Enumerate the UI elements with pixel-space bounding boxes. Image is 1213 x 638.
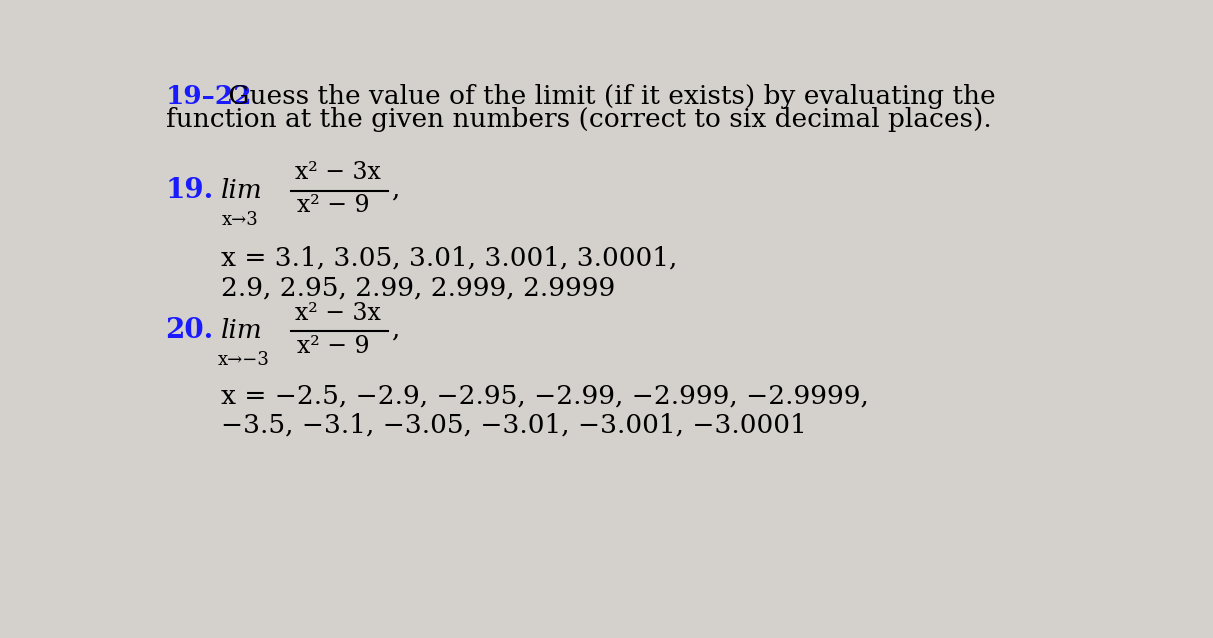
- Text: ,: ,: [391, 316, 399, 341]
- Text: x = −2.5, −2.9, −2.95, −2.99, −2.999, −2.9999,: x = −2.5, −2.9, −2.95, −2.99, −2.999, −2…: [222, 383, 870, 408]
- Text: lim: lim: [222, 318, 263, 343]
- Text: ,: ,: [391, 177, 399, 202]
- Text: function at the given numbers (correct to six decimal places).: function at the given numbers (correct t…: [166, 107, 991, 132]
- Text: x² − 3x: x² − 3x: [295, 161, 381, 184]
- Text: x→3: x→3: [222, 211, 258, 228]
- Text: 19.: 19.: [166, 177, 213, 204]
- Text: x→−3: x→−3: [218, 351, 270, 369]
- Text: 20.: 20.: [166, 317, 213, 344]
- Text: Guess the value of the limit (if it exists) by evaluating the: Guess the value of the limit (if it exis…: [220, 84, 996, 109]
- Text: x² − 9: x² − 9: [296, 334, 369, 357]
- Text: 2.9, 2.95, 2.99, 2.999, 2.9999: 2.9, 2.95, 2.99, 2.999, 2.9999: [222, 275, 616, 300]
- Text: x² − 3x: x² − 3x: [295, 302, 381, 325]
- Text: −3.5, −3.1, −3.05, −3.01, −3.001, −3.0001: −3.5, −3.1, −3.05, −3.01, −3.001, −3.000…: [222, 412, 807, 437]
- Text: x² − 9: x² − 9: [296, 195, 369, 218]
- Text: 19–22: 19–22: [166, 84, 252, 109]
- Text: x = 3.1, 3.05, 3.01, 3.001, 3.0001,: x = 3.1, 3.05, 3.01, 3.001, 3.0001,: [222, 246, 678, 271]
- Text: lim: lim: [222, 178, 263, 203]
